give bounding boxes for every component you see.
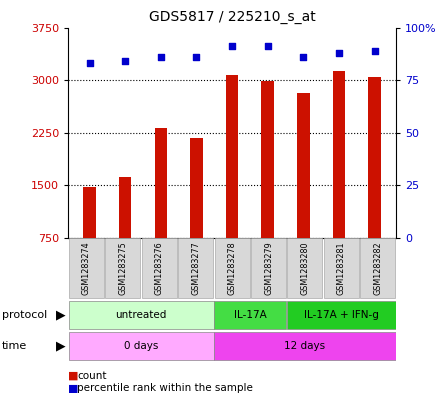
Text: ■: ■	[68, 383, 79, 393]
Text: GSM1283276: GSM1283276	[155, 241, 164, 295]
Bar	[368, 77, 381, 290]
Text: GSM1283274: GSM1283274	[82, 241, 91, 295]
Text: untreated: untreated	[115, 310, 167, 320]
Text: protocol: protocol	[2, 310, 48, 320]
Bar	[105, 239, 140, 298]
Bar	[287, 301, 396, 329]
Text: ■: ■	[68, 371, 79, 381]
Text: count: count	[77, 371, 106, 381]
Text: 12 days: 12 days	[284, 341, 326, 351]
Bar	[154, 129, 167, 290]
Point	[86, 60, 93, 66]
Bar	[119, 177, 132, 290]
Text: GSM1283279: GSM1283279	[264, 241, 273, 295]
Text: GSM1283282: GSM1283282	[373, 241, 382, 295]
Point	[371, 48, 378, 54]
Title: GDS5817 / 225210_s_at: GDS5817 / 225210_s_at	[149, 10, 315, 24]
Bar	[261, 81, 274, 290]
Bar	[360, 239, 395, 298]
Point	[229, 43, 236, 50]
Point	[193, 54, 200, 60]
Bar	[226, 75, 238, 290]
Text: percentile rank within the sample: percentile rank within the sample	[77, 383, 253, 393]
Text: GSM1283281: GSM1283281	[337, 241, 346, 295]
Point	[300, 54, 307, 60]
Bar	[142, 239, 177, 298]
Bar	[190, 138, 203, 290]
Text: 0 days: 0 days	[124, 341, 158, 351]
Text: GSM1283277: GSM1283277	[191, 241, 200, 295]
Bar	[214, 332, 396, 360]
Text: ▶: ▶	[55, 340, 65, 353]
Text: GSM1283280: GSM1283280	[301, 241, 309, 295]
Text: IL-17A + IFN-g: IL-17A + IFN-g	[304, 310, 379, 320]
Point	[158, 54, 165, 60]
Bar	[69, 332, 213, 360]
Bar	[69, 301, 213, 329]
Bar	[178, 239, 213, 298]
Point	[264, 43, 271, 50]
Bar	[214, 301, 286, 329]
Bar	[333, 71, 345, 290]
Bar	[324, 239, 359, 298]
Bar	[297, 93, 310, 290]
Text: ▶: ▶	[55, 308, 65, 321]
Bar	[215, 239, 249, 298]
Point	[335, 50, 342, 56]
Text: GSM1283275: GSM1283275	[118, 241, 127, 295]
Text: GSM1283278: GSM1283278	[227, 241, 237, 295]
Bar	[83, 187, 96, 290]
Text: IL-17A: IL-17A	[234, 310, 267, 320]
Bar	[251, 239, 286, 298]
Text: time: time	[2, 341, 27, 351]
Point	[122, 58, 129, 64]
Bar	[69, 239, 104, 298]
Bar	[287, 239, 323, 298]
